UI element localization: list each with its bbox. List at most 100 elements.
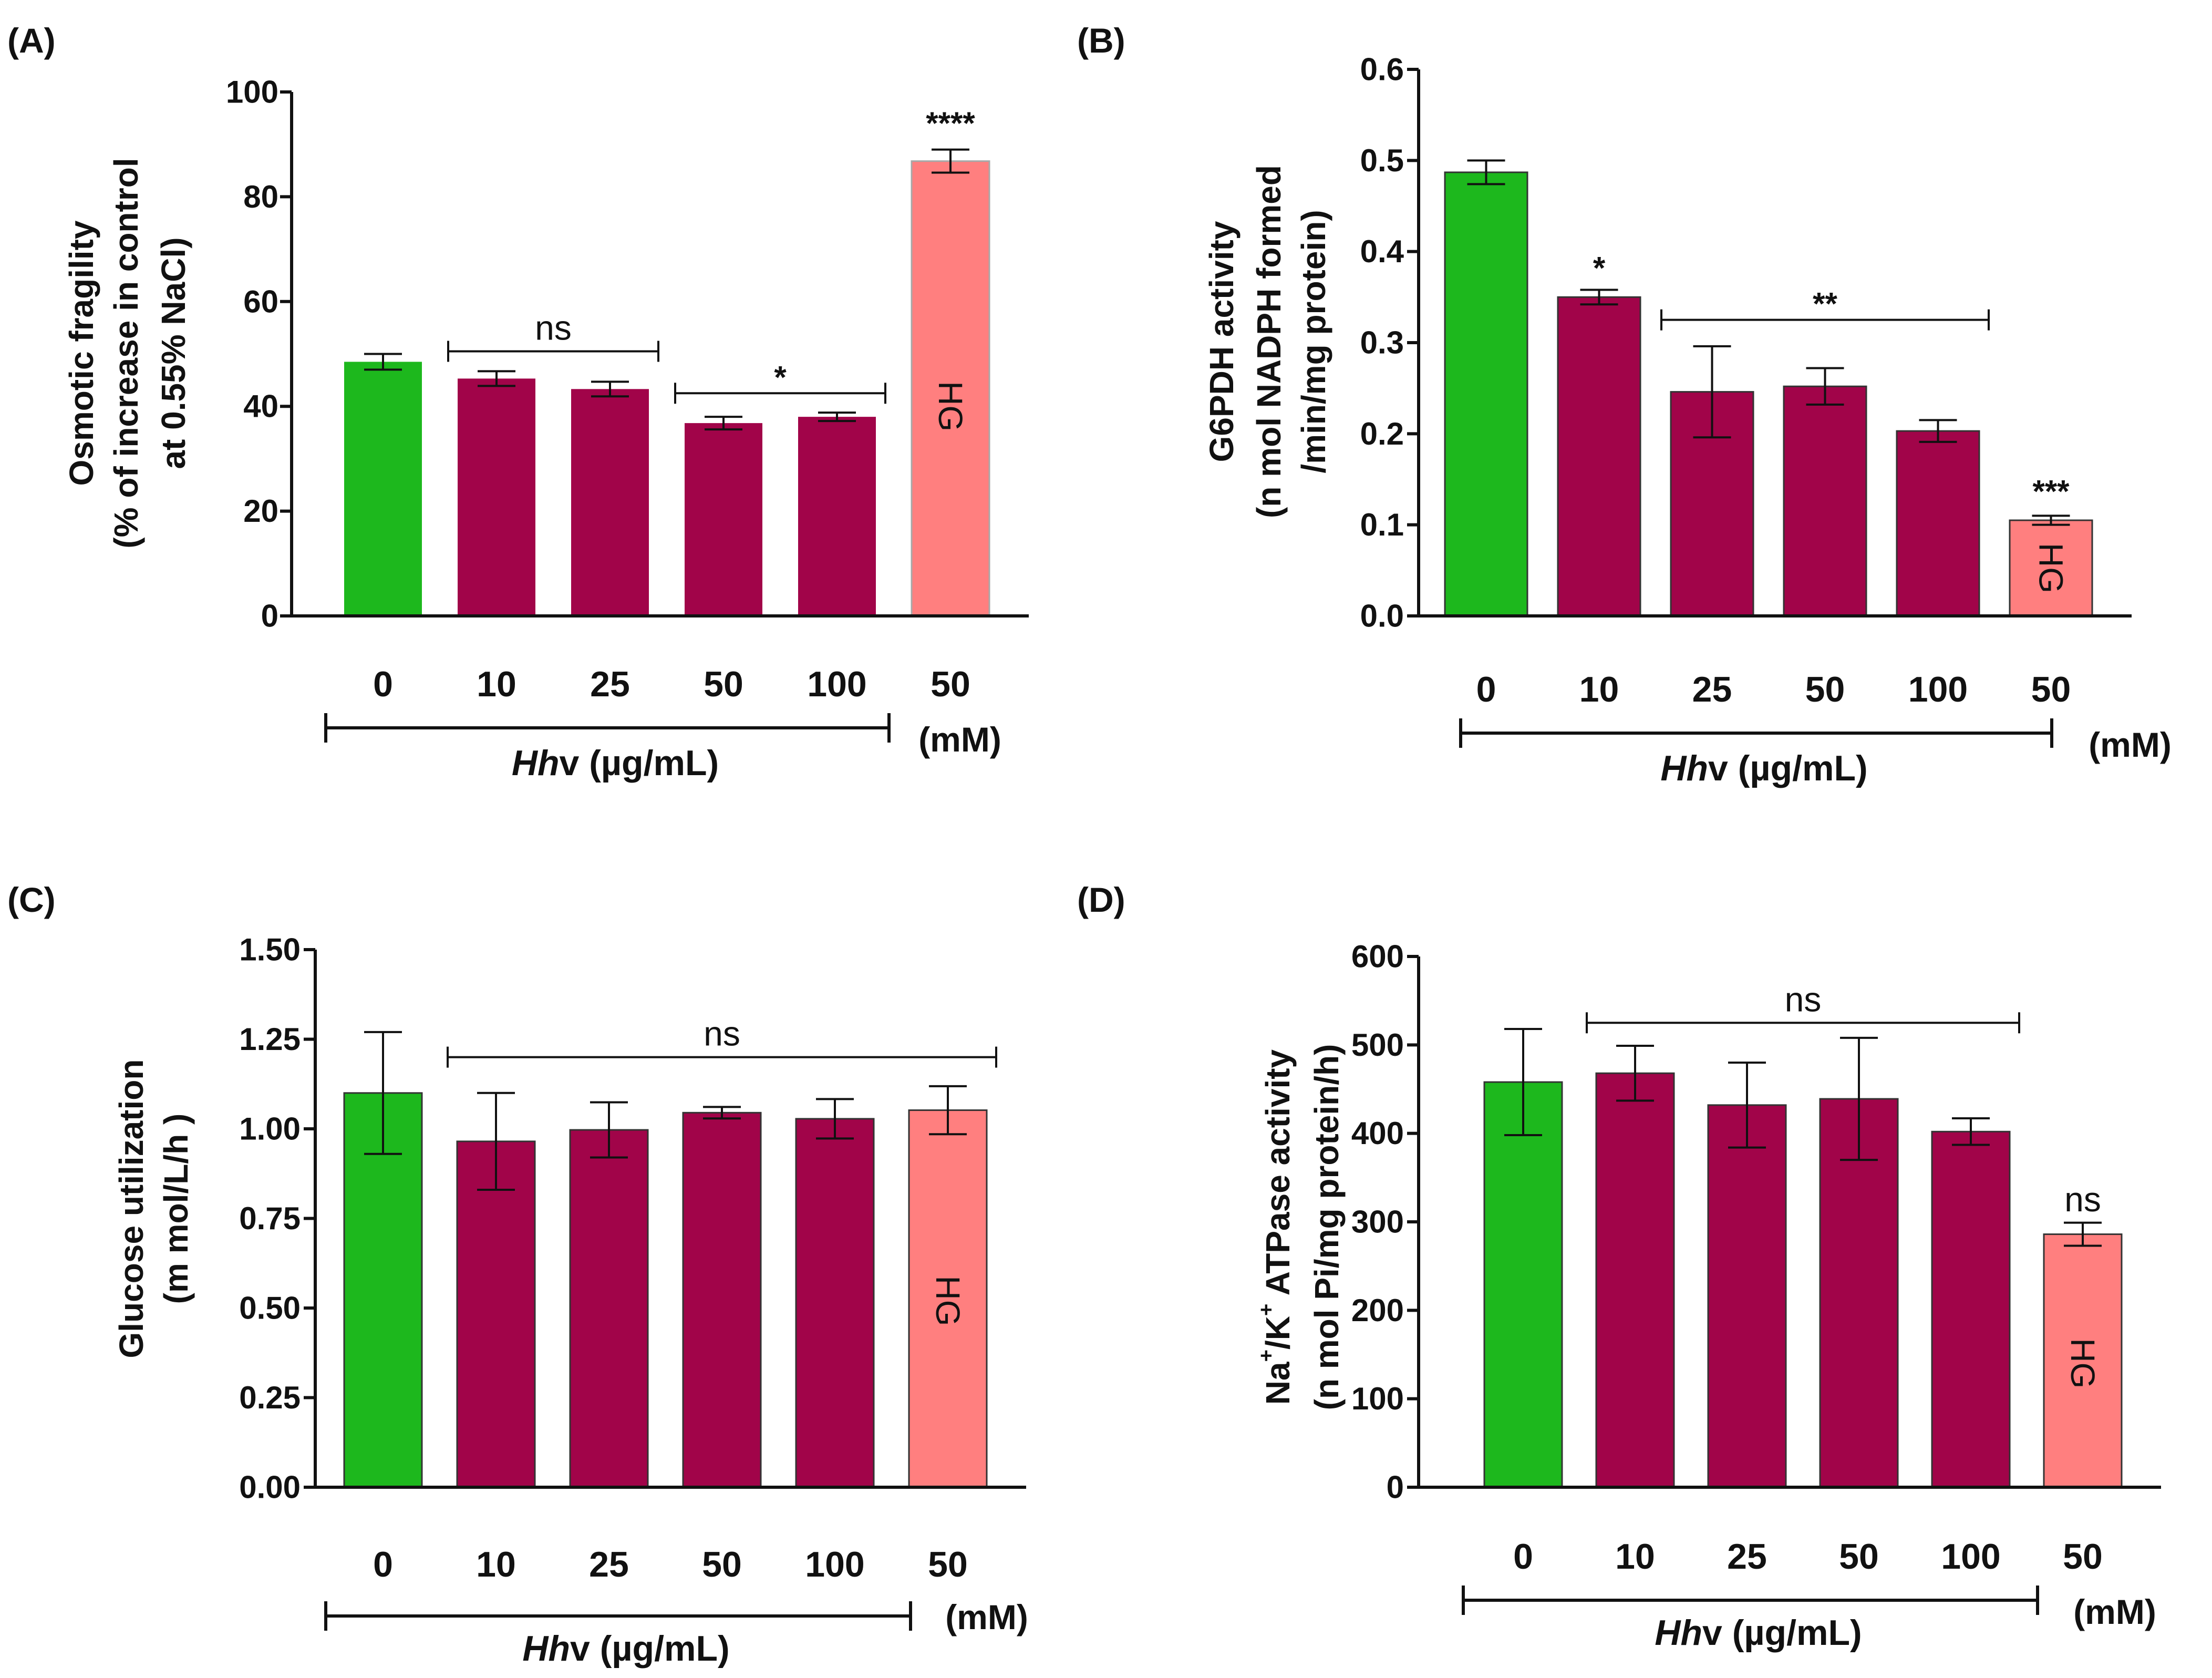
- bar: [1819, 1098, 1899, 1488]
- mm-label: (mM): [2089, 725, 2172, 764]
- bar: [569, 1129, 649, 1488]
- x-tick-label: 0: [373, 1545, 393, 1584]
- x-tick-label: 50: [928, 1545, 968, 1584]
- y-axis-label: Na+/K+ ATPase activity: [1255, 1049, 1297, 1405]
- bar: [682, 1111, 762, 1488]
- y-tick-label: 400: [1351, 1116, 1404, 1151]
- x-tick-label: 100: [1908, 670, 1968, 709]
- y-tick-label: 0.50: [239, 1291, 301, 1326]
- hg-label: HG: [929, 1275, 967, 1326]
- y-tick-label: 1.00: [239, 1111, 301, 1147]
- bar: [458, 378, 535, 616]
- bar: [1557, 296, 1641, 617]
- x-tick-label: 0: [373, 664, 393, 704]
- label-part: /K: [1259, 1316, 1297, 1350]
- y-axis-label: Glucose utilization: [112, 1059, 150, 1358]
- x-tick-label: 50: [704, 664, 743, 704]
- x-tick-label: 25: [1692, 670, 1732, 709]
- bar: [343, 1092, 423, 1488]
- y-tick-label: 0: [1387, 1470, 1404, 1505]
- sig-label: ns: [2064, 1180, 2101, 1219]
- y-tick-label: 60: [243, 284, 278, 319]
- x-tick-label: 10: [1615, 1537, 1655, 1577]
- y-tick-label: 0.5: [1360, 143, 1404, 178]
- y-axis-label: (n mol NADPH formed: [1250, 165, 1288, 518]
- y-tick-label: 0.1: [1360, 507, 1404, 542]
- x-tick-label: 50: [1839, 1537, 1879, 1577]
- hg-label: HG: [2064, 1338, 2102, 1388]
- bar: [344, 362, 422, 616]
- label-part: Na: [1259, 1362, 1297, 1405]
- y-tick-label: 200: [1351, 1293, 1404, 1328]
- y-tick-label: 40: [243, 389, 278, 424]
- label-part: ATPase activity: [1259, 1049, 1297, 1303]
- bar: [1444, 171, 1528, 617]
- y-tick-label: 100: [1351, 1381, 1404, 1416]
- y-axis-label: /min/mg protein): [1295, 210, 1332, 473]
- y-tick-label: 0.4: [1360, 234, 1404, 269]
- x-tick-label: 50: [702, 1545, 742, 1584]
- hhv-rest: v (µg/mL): [570, 1629, 730, 1669]
- bar: [1595, 1072, 1675, 1488]
- sig-label: ***: [2032, 473, 2070, 509]
- sig-label: ****: [926, 106, 975, 141]
- x-tick-label: 50: [1805, 670, 1845, 709]
- y-axis-label: (% of increase in control: [107, 158, 145, 548]
- mm-label: (mM): [2073, 1592, 2156, 1631]
- sig-label: ns: [704, 1014, 740, 1053]
- sig-label: ns: [535, 308, 572, 347]
- hhv-rest: v (µg/mL): [1708, 748, 1868, 788]
- bar: [1707, 1104, 1787, 1488]
- y-tick-label: 0: [261, 599, 278, 634]
- panel-label: (A): [7, 21, 56, 60]
- hhv-rest: v (µg/mL): [1702, 1613, 1862, 1653]
- bar: [685, 423, 762, 616]
- y-tick-label: 100: [226, 75, 278, 110]
- bar: [1896, 430, 1980, 617]
- x-tick-label: 25: [590, 664, 630, 704]
- bar: [1783, 385, 1867, 617]
- x-tick-label: 100: [805, 1545, 864, 1584]
- y-axis-label: (n mol Pi/mg protein/h): [1308, 1044, 1346, 1411]
- sig-label: *: [774, 359, 787, 395]
- y-axis-label: G6PDH activity: [1203, 221, 1241, 462]
- bar: [2043, 1233, 2123, 1488]
- hhv-group-label: Hhv (µg/mL): [1655, 1613, 1862, 1653]
- x-tick-label: 0: [1513, 1537, 1533, 1577]
- y-tick-label: 0.00: [239, 1470, 301, 1505]
- sig-label: ns: [1785, 980, 1822, 1018]
- y-tick-label: 300: [1351, 1205, 1404, 1240]
- bar: [798, 417, 876, 616]
- y-axis-label: (m mol/L/h ): [157, 1114, 195, 1304]
- sig-label: **: [1813, 286, 1837, 322]
- hhv-group-label: Hhv (µg/mL): [522, 1629, 729, 1669]
- superscript: +: [1255, 1350, 1278, 1362]
- y-tick-label: 500: [1351, 1027, 1404, 1063]
- mm-label: (mM): [945, 1598, 1028, 1636]
- x-tick-label: 100: [807, 664, 866, 704]
- bar: [795, 1118, 875, 1488]
- y-tick-label: 0.3: [1360, 325, 1404, 361]
- hg-label: HG: [932, 381, 969, 431]
- y-tick-label: 20: [243, 493, 278, 529]
- x-tick-label: 10: [1579, 670, 1619, 709]
- bar: [456, 1140, 536, 1488]
- mm-label: (mM): [918, 720, 1001, 759]
- x-tick-label: 50: [931, 664, 970, 704]
- bar: [571, 389, 649, 616]
- panel-b: (B) HG 0.0 0.1 0.2 0.3 0.4 0.5 0.6 G6PDH activity…: [1077, 21, 2172, 788]
- x-tick-label: 100: [1941, 1537, 2000, 1577]
- superscript: +: [1255, 1304, 1278, 1316]
- y-tick-label: 0.2: [1360, 416, 1404, 451]
- panel-label: (C): [7, 880, 56, 919]
- hg-label: HG: [2032, 543, 2070, 593]
- y-tick-label: 0.75: [239, 1201, 301, 1236]
- x-tick-label: 25: [1727, 1537, 1767, 1577]
- hhv-italic: Hh: [1660, 748, 1708, 788]
- bar: [1931, 1130, 2011, 1488]
- x-tick-label: 10: [476, 1545, 516, 1584]
- hhv-group-label: Hhv (µg/mL): [512, 743, 719, 783]
- hhv-italic: Hh: [512, 743, 560, 783]
